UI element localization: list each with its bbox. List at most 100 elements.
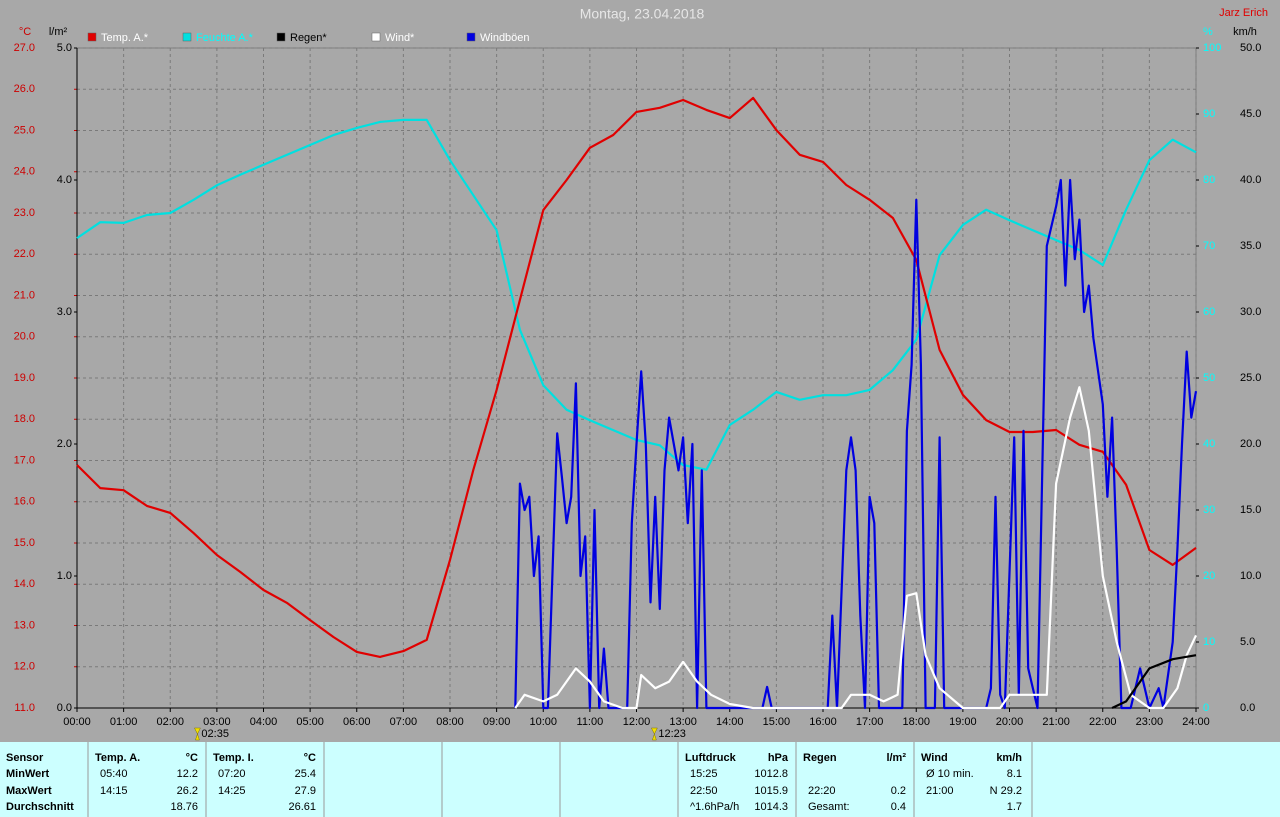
x-tick-label: 18:00 — [902, 716, 930, 728]
x-tick-label: 12:00 — [623, 716, 651, 728]
x-tick-label: 19:00 — [949, 716, 977, 728]
table-cell: Gesamt: — [808, 801, 850, 813]
y-tick-label: 0 — [1203, 702, 1209, 714]
x-tick-label: 16:00 — [809, 716, 837, 728]
y-tick-label: 16.0 — [14, 496, 35, 508]
y-tick-label: 2.0 — [57, 438, 72, 450]
axis-unit: % — [1203, 26, 1213, 38]
table-cell: 18.76 — [170, 801, 198, 813]
y-tick-label: 17.0 — [14, 454, 35, 466]
y-tick-label: 40.0 — [1240, 174, 1261, 186]
annotation-label: 02:35 — [201, 728, 229, 740]
x-tick-label: 07:00 — [390, 716, 418, 728]
y-tick-label: 25.0 — [1240, 372, 1261, 384]
legend-swatch — [371, 32, 381, 42]
x-tick-label: 17:00 — [856, 716, 884, 728]
y-tick-label: 50 — [1203, 372, 1215, 384]
table-cell: 22:50 — [690, 785, 718, 797]
x-tick-label: 15:00 — [763, 716, 791, 728]
y-tick-label: 20 — [1203, 570, 1215, 582]
y-tick-label: 30.0 — [1240, 306, 1261, 318]
table-cell: 0.2 — [891, 785, 906, 797]
y-tick-label: 90 — [1203, 108, 1215, 120]
series-line — [514, 386, 1197, 710]
x-tick-label: 06:00 — [343, 716, 371, 728]
legend-label: Feuchte A.* — [196, 32, 254, 44]
table-cell: km/h — [996, 752, 1022, 764]
y-tick-label: 30 — [1203, 504, 1215, 516]
table-cell: Ø 10 min. — [926, 768, 974, 780]
legend-swatch — [182, 32, 192, 42]
table-cell: 26.61 — [288, 801, 316, 813]
series-line — [76, 96, 1197, 658]
table-cell: N 29.2 — [990, 785, 1022, 797]
y-tick-label: 18.0 — [14, 413, 35, 425]
y-tick-label: 26.0 — [14, 83, 35, 95]
y-tick-label: 12.0 — [14, 661, 35, 673]
x-tick-label: 13:00 — [669, 716, 697, 728]
table-cell: 14:25 — [218, 785, 246, 797]
x-tick-label: 09:00 — [483, 716, 511, 728]
y-tick-label: 70 — [1203, 240, 1215, 252]
y-tick-label: 25.0 — [14, 124, 35, 136]
legend-label: Wind* — [385, 32, 415, 44]
y-tick-label: 100 — [1203, 42, 1221, 54]
x-tick-label: 02:00 — [156, 716, 184, 728]
stats-table — [0, 742, 1280, 817]
x-tick-label: 21:00 — [1042, 716, 1070, 728]
y-tick-label: 19.0 — [14, 372, 35, 384]
table-cell: 07:20 — [218, 768, 246, 780]
y-tick-label: 24.0 — [14, 166, 35, 178]
y-tick-label: 50.0 — [1240, 42, 1261, 54]
annotation-icon — [650, 727, 658, 741]
x-tick-label: 10:00 — [529, 716, 557, 728]
y-tick-label: 60 — [1203, 306, 1215, 318]
y-tick-label: 5.0 — [1240, 636, 1255, 648]
chart-title: Montag, 23.04.2018 — [580, 6, 705, 22]
table-cell: MinWert — [6, 768, 50, 780]
x-tick-label: 11:00 — [577, 716, 604, 728]
annotation-icon — [194, 727, 201, 741]
y-tick-label: 20.0 — [14, 331, 35, 343]
table-cell: hPa — [768, 752, 789, 764]
y-tick-label: 35.0 — [1240, 240, 1261, 252]
y-tick-label: 0.0 — [1240, 702, 1255, 714]
y-tick-label: 45.0 — [1240, 108, 1261, 120]
axis-unit: °C — [19, 26, 31, 38]
y-tick-label: 27.0 — [14, 42, 35, 54]
table-cell: 22:20 — [808, 785, 836, 797]
y-tick-label: 0.0 — [57, 702, 72, 714]
x-tick-label: 23:00 — [1136, 716, 1164, 728]
y-tick-label: 21.0 — [14, 289, 35, 301]
table-cell: 14:15 — [100, 785, 128, 797]
author: Jarz Erich — [1219, 7, 1268, 19]
legend-swatch — [276, 32, 286, 42]
table-cell: MaxWert — [6, 785, 52, 797]
y-tick-label: 11.0 — [14, 702, 35, 714]
y-tick-label: 15.0 — [14, 537, 35, 549]
y-tick-label: 20.0 — [1240, 438, 1261, 450]
table-cell: 15:25 — [690, 768, 718, 780]
x-tick-label: 08:00 — [436, 716, 464, 728]
series-line — [514, 178, 1198, 710]
x-tick-label: 05:00 — [296, 716, 324, 728]
table-cell: Wind — [921, 752, 948, 764]
y-tick-label: 13.0 — [14, 619, 35, 631]
legend-label: Regen* — [290, 32, 327, 44]
table-cell: Temp. I. — [213, 752, 254, 764]
annotation-label: 12:23 — [658, 728, 686, 740]
y-tick-label: 23.0 — [14, 207, 35, 219]
table-cell: 8.1 — [1007, 768, 1022, 780]
y-tick-label: 22.0 — [14, 248, 35, 260]
legend-label: Temp. A.* — [101, 32, 149, 44]
table-cell: Sensor — [6, 752, 44, 764]
y-tick-label: 1.0 — [57, 570, 72, 582]
table-cell: 21:00 — [926, 785, 954, 797]
legend-label: Windböen — [480, 32, 530, 44]
table-cell: 1015.9 — [754, 785, 788, 797]
y-tick-label: 3.0 — [57, 306, 72, 318]
x-tick-label: 04:00 — [250, 716, 278, 728]
table-cell: 1.7 — [1007, 801, 1022, 813]
